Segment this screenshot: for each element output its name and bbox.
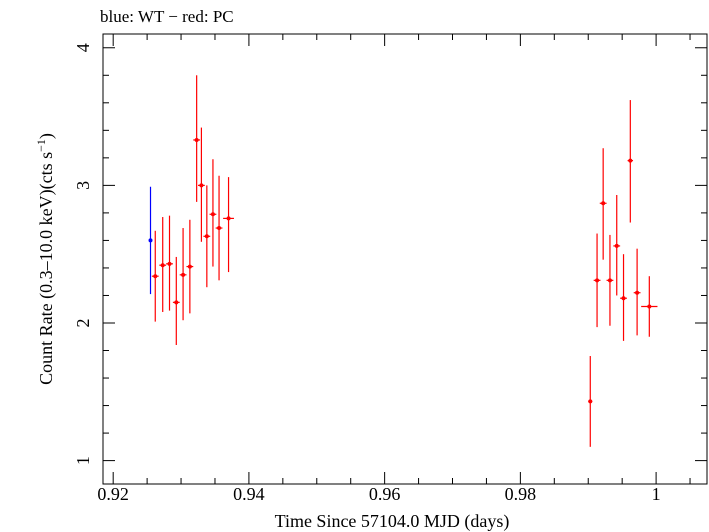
x-tick-label: 1 (652, 484, 661, 504)
y-axis-label-exponent: −1 (34, 139, 48, 152)
x-tick-label: 0.98 (505, 484, 537, 504)
point-marker (614, 243, 619, 248)
y-tick-label: 4 (73, 43, 93, 52)
point-marker (210, 212, 215, 217)
axis-ticks (103, 34, 707, 484)
point-marker (167, 261, 172, 266)
point-marker (595, 278, 600, 283)
data-point (166, 215, 173, 311)
y-axis-label: Count Rate (0.3–10.0 keV)(cts s−1) (34, 133, 57, 385)
point-marker (199, 183, 204, 188)
point-marker (621, 296, 626, 301)
data-point (159, 217, 167, 312)
data-point (151, 230, 159, 322)
point-marker (217, 226, 222, 231)
x-axis-label: Time Since 57104.0 MJD (days) (275, 511, 510, 532)
point-marker (647, 304, 652, 309)
y-tick-labels: 1 2 3 4 (73, 43, 93, 465)
x-tick-label: 0.94 (233, 484, 265, 504)
point-marker (148, 238, 153, 243)
data-point (148, 186, 153, 295)
point-marker (588, 399, 593, 404)
y-axis-label-end: ) (36, 133, 57, 139)
data-point (209, 159, 217, 267)
y-axis-label-main: Count Rate (0.3–10.0 keV)(cts s (36, 152, 57, 385)
plot-frame (102, 33, 708, 485)
data-point (633, 248, 641, 336)
data-point (223, 177, 234, 273)
point-marker (204, 234, 209, 239)
data-point (193, 75, 201, 202)
point-marker (187, 264, 192, 269)
x-tick-label: 0.96 (369, 484, 401, 504)
data-point (186, 219, 194, 314)
x-tick-labels: 0.92 0.94 0.96 0.98 1 (97, 484, 660, 504)
y-tick-label: 3 (73, 181, 93, 190)
point-marker (628, 158, 633, 163)
data-point (641, 276, 658, 337)
chart-title: blue: WT − red: PC (100, 7, 234, 26)
data-point (172, 256, 180, 346)
data-point (606, 234, 614, 326)
data-point (215, 175, 223, 281)
point-marker (226, 216, 231, 221)
data-point (588, 356, 593, 447)
point-marker (601, 201, 606, 206)
data-point (620, 254, 627, 341)
data-point (179, 228, 187, 321)
data-point (599, 148, 607, 260)
data-point (203, 185, 211, 288)
data-point (613, 195, 621, 296)
y-tick-label: 1 (73, 456, 93, 465)
data-point (593, 233, 601, 328)
point-marker (153, 274, 158, 279)
y-tick-label: 2 (73, 318, 93, 327)
point-marker (174, 300, 179, 305)
point-marker (160, 263, 165, 268)
data-point (627, 100, 634, 223)
point-marker (607, 278, 612, 283)
point-marker (194, 137, 199, 142)
x-tick-label: 0.92 (97, 484, 129, 504)
data-point (198, 127, 205, 242)
data-points (148, 75, 658, 447)
point-marker (181, 272, 186, 277)
point-marker (635, 290, 640, 295)
